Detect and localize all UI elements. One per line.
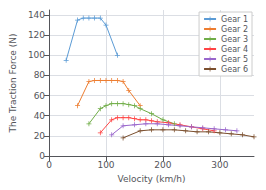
svg-text:120: 120 [28,30,45,40]
svg-text:0: 0 [46,160,52,170]
svg-text:60: 60 [34,91,46,101]
svg-text:40: 40 [34,111,46,121]
svg-text:20: 20 [34,131,46,141]
svg-text:Gear 2: Gear 2 [221,25,248,34]
svg-text:Gear 3: Gear 3 [221,35,248,44]
svg-text:300: 300 [211,160,228,170]
svg-text:140: 140 [28,10,45,20]
svg-text:Velocity (km/h): Velocity (km/h) [118,174,186,184]
svg-text:Gear 5: Gear 5 [221,55,248,64]
svg-text:100: 100 [28,50,45,60]
svg-text:0: 0 [39,151,45,161]
svg-text:The Traction Force (N): The Traction Force (N) [8,33,18,133]
svg-text:Gear 4: Gear 4 [221,45,248,54]
svg-text:80: 80 [34,70,46,80]
svg-text:100: 100 [97,160,114,170]
svg-text:Gear 1: Gear 1 [221,15,248,24]
svg-text:Gear 6: Gear 6 [221,65,248,74]
svg-text:200: 200 [154,160,171,170]
